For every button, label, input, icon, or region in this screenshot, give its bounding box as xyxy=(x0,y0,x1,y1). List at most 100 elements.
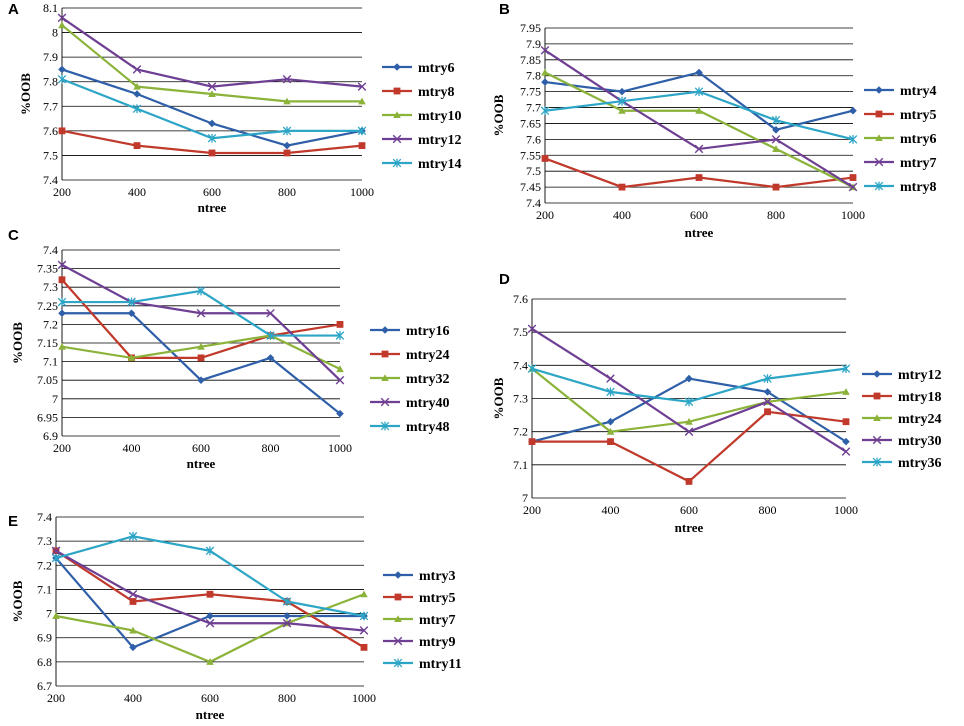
x-tick-label: 400 xyxy=(124,691,142,705)
legend-label: mtry16 xyxy=(406,324,450,339)
series-mtry5 xyxy=(541,155,857,191)
legend-marker xyxy=(875,86,883,94)
legend-marker xyxy=(873,370,881,378)
y-tick-label: 7.1 xyxy=(37,582,52,596)
data-point xyxy=(128,531,138,541)
data-point xyxy=(357,82,367,91)
data-point xyxy=(133,90,141,98)
x-tick-label: 800 xyxy=(767,208,785,222)
panel-letter: D xyxy=(499,271,510,288)
y-tick-label: 6.7 xyxy=(37,679,52,693)
legend-marker xyxy=(381,350,389,358)
legend-item: mtry12 xyxy=(862,368,942,383)
legend-label: mtry7 xyxy=(419,613,456,628)
y-tick-label: 7.6 xyxy=(43,124,58,138)
data-point xyxy=(58,127,66,135)
data-point xyxy=(617,96,627,106)
series-mtry10 xyxy=(58,21,366,105)
legend-marker xyxy=(873,414,881,422)
y-tick-label: 7.3 xyxy=(43,280,58,294)
y-tick-label: 7.3 xyxy=(37,534,52,548)
series-mtry12 xyxy=(528,374,850,446)
y-tick-label: 8 xyxy=(52,26,58,40)
legend-item: mtry14 xyxy=(382,157,462,172)
x-tick-label: 800 xyxy=(278,691,296,705)
x-tick-label: 1000 xyxy=(841,208,865,222)
data-point xyxy=(205,546,215,556)
data-point xyxy=(607,438,614,446)
y-tick-label: 7.35 xyxy=(37,262,58,276)
data-point xyxy=(127,354,136,361)
legend-label: mtry30 xyxy=(898,434,942,449)
legend-label: mtry5 xyxy=(419,591,456,606)
data-point xyxy=(58,309,66,318)
series-mtry18 xyxy=(528,408,850,485)
y-tick-label: 7 xyxy=(522,491,528,505)
y-tick-label: 7.55 xyxy=(520,148,541,162)
legend-item: mtry8 xyxy=(382,85,455,100)
data-point xyxy=(335,331,345,340)
legend-item: mtry18 xyxy=(862,390,942,405)
y-tick-label: 7.7 xyxy=(526,101,541,115)
series-mtry5 xyxy=(52,547,368,651)
series-mtry16 xyxy=(58,309,344,418)
series-line xyxy=(544,90,854,141)
legend-item: mtry32 xyxy=(370,372,450,387)
y-tick-label: 8.1 xyxy=(43,1,58,15)
x-tick-label: 600 xyxy=(201,691,219,705)
data-point xyxy=(848,134,858,144)
x-tick-label: 800 xyxy=(759,503,777,517)
y-tick-label: 7.95 xyxy=(520,21,541,35)
data-point xyxy=(540,45,550,55)
data-point xyxy=(764,408,771,416)
series-mtry4 xyxy=(541,68,857,134)
data-point xyxy=(849,106,857,115)
data-point xyxy=(52,612,60,620)
data-point xyxy=(128,589,138,599)
data-point xyxy=(694,87,704,97)
legend-label: mtry48 xyxy=(406,420,450,435)
data-point xyxy=(57,74,67,84)
x-tick-label: 200 xyxy=(536,208,554,222)
data-point xyxy=(336,321,344,328)
x-tick-label: 600 xyxy=(203,185,221,199)
legend-item: mtry24 xyxy=(370,348,450,363)
data-point xyxy=(57,260,67,270)
x-tick-label: 600 xyxy=(690,208,708,222)
data-point xyxy=(208,119,216,128)
chart-panel-e: E 6.7 6.8 6.9 7 7.1 7.2 7.3 7.4 200 400 600 800 1000 n… xyxy=(8,510,462,722)
data-point xyxy=(541,78,549,86)
data-point xyxy=(695,174,703,181)
legend-marker xyxy=(393,111,401,119)
y-tick-label: 7.4 xyxy=(526,196,541,210)
data-point xyxy=(841,447,851,456)
data-point xyxy=(360,590,368,598)
legend-marker xyxy=(380,397,390,407)
legend-item: mtry9 xyxy=(383,635,456,650)
x-axis-title: ntree xyxy=(196,707,225,722)
x-tick-label: 200 xyxy=(53,441,71,455)
y-tick-label: 7.7 xyxy=(43,99,58,113)
panel-letter: A xyxy=(8,1,19,18)
chart-panel-a: A 7.4 7.5 7.6 7.7 7.8 7.9 8 8.1 200 400 600 800 1000 n… xyxy=(8,1,462,215)
data-point xyxy=(541,68,549,76)
data-point xyxy=(58,21,66,29)
data-point xyxy=(283,141,291,150)
data-point xyxy=(206,658,214,665)
legend-marker xyxy=(380,421,390,431)
data-point xyxy=(695,106,703,114)
legend-label: mtry8 xyxy=(418,85,455,100)
legend-marker xyxy=(875,110,883,118)
y-tick-label: 7.2 xyxy=(43,317,58,331)
legend-item: mtry3 xyxy=(383,569,456,584)
series-line xyxy=(55,557,364,649)
panel-letter: B xyxy=(499,1,510,18)
legend-label: mtry40 xyxy=(406,396,450,411)
y-tick-label: 7.6 xyxy=(513,292,528,306)
series-mtry7 xyxy=(540,45,858,192)
y-tick-label: 6.8 xyxy=(37,655,52,669)
data-point xyxy=(133,82,141,90)
data-point xyxy=(842,418,850,426)
data-point xyxy=(282,126,292,136)
